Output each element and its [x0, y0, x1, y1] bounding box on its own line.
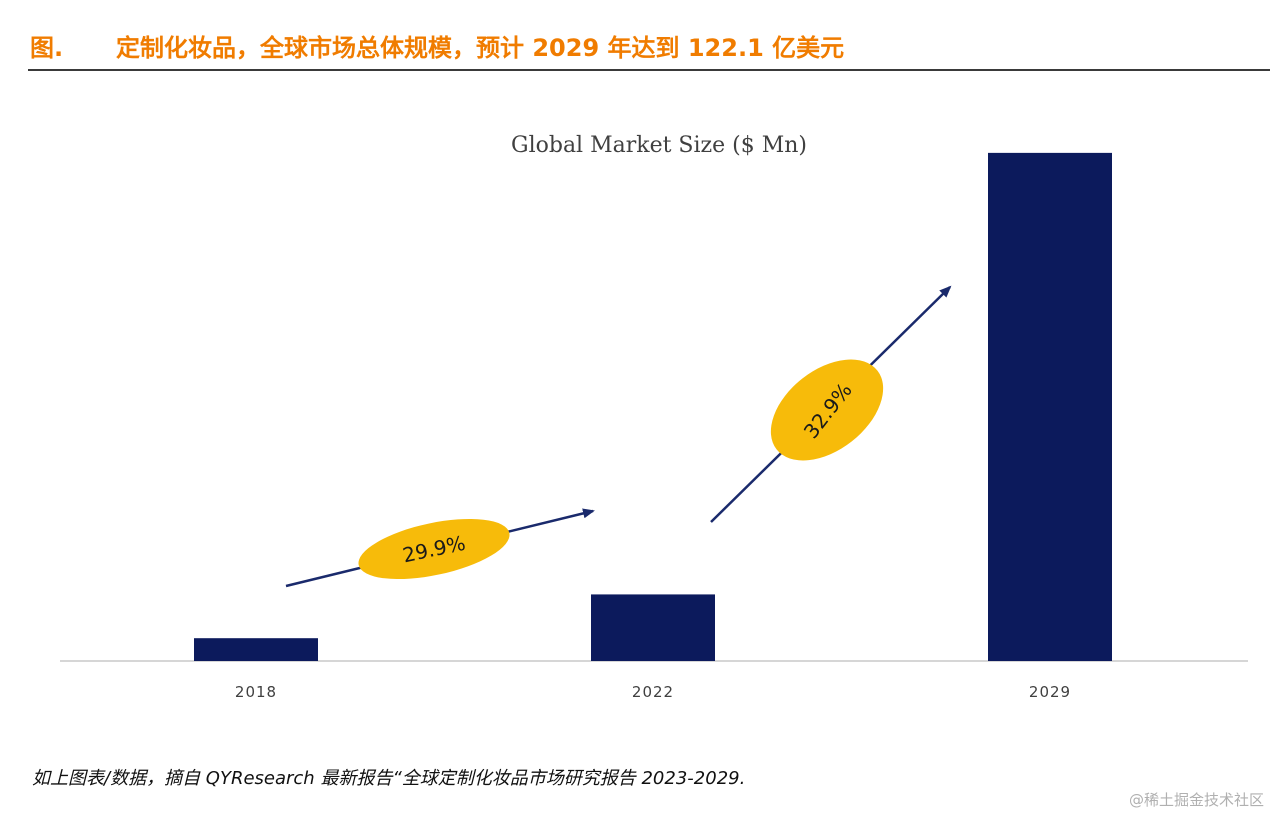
figure-header: 图. 定制化妆品，全球市场总体规模，预计 2029 年达到 122.1 亿美元 — [30, 22, 1242, 62]
watermark: @稀土掘金技术社区 — [1128, 791, 1264, 809]
growth-annotation-2018-2022: 29.9% — [285, 508, 595, 588]
figure-label: 图. — [30, 34, 64, 62]
growth-badge — [358, 518, 510, 580]
figure-title: 定制化妆品，全球市场总体规模，预计 2029 年达到 122.1 亿美元 — [116, 34, 845, 62]
bar-2029 — [988, 152, 1112, 661]
source-note: 如上图表/数据，摘自 QYResearch 最新报告“全球定制化妆品市场研究报告… — [32, 768, 746, 789]
growth-badge — [770, 359, 884, 461]
x-tick-label-2029: 2029 — [1029, 683, 1071, 701]
tick-labels-layer: 2018 2022 2029 — [235, 683, 1071, 701]
x-tick-label-2022: 2022 — [632, 683, 674, 701]
x-tick-label-2018: 2018 — [235, 683, 277, 701]
bar-2018 — [194, 638, 318, 661]
chart-title: Global Market Size ($ Mn) — [511, 133, 807, 158]
bar-2022 — [591, 594, 715, 661]
bars-layer — [194, 152, 1112, 661]
growth-annotation-2022-2029: 32.9% — [710, 285, 952, 523]
header-divider — [28, 69, 1270, 71]
